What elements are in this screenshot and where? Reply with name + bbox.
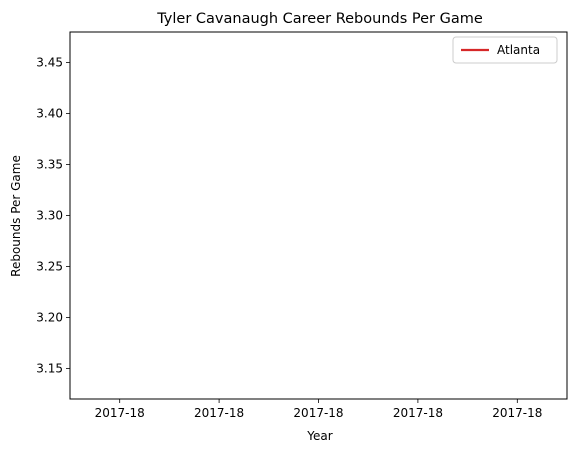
legend-label: Atlanta — [497, 43, 540, 57]
x-tick-label: 2017-18 — [194, 406, 244, 420]
y-tick-label: 3.30 — [36, 209, 63, 223]
x-tick-label: 2017-18 — [492, 406, 542, 420]
y-tick-label: 3.20 — [36, 310, 63, 324]
chart-title: Tyler Cavanaugh Career Rebounds Per Game — [156, 11, 483, 27]
x-tick-label: 2017-18 — [293, 406, 343, 420]
legend-box — [452, 36, 558, 64]
y-tick-label: 3.25 — [36, 259, 63, 273]
legend: Atlanta — [452, 36, 558, 64]
y-tick-label: 3.15 — [36, 361, 63, 375]
y-tick-label: 3.35 — [36, 158, 63, 172]
y-axis: 3.15 3.20 3.25 3.30 3.35 3.40 3.45 — [36, 56, 70, 375]
y-tick-label: 3.40 — [36, 107, 63, 121]
plot-frame — [69, 31, 568, 400]
y-tick-label: 3.45 — [36, 56, 63, 70]
x-tick-label: 2017-18 — [393, 406, 443, 420]
y-axis-label: Rebounds Per Game — [9, 155, 23, 277]
x-axis-label: Year — [306, 429, 332, 443]
plot-area — [69, 31, 568, 400]
x-axis: 2017-18 2017-18 2017-18 2017-18 2017-18 — [95, 399, 542, 420]
x-tick-label: 2017-18 — [95, 406, 145, 420]
